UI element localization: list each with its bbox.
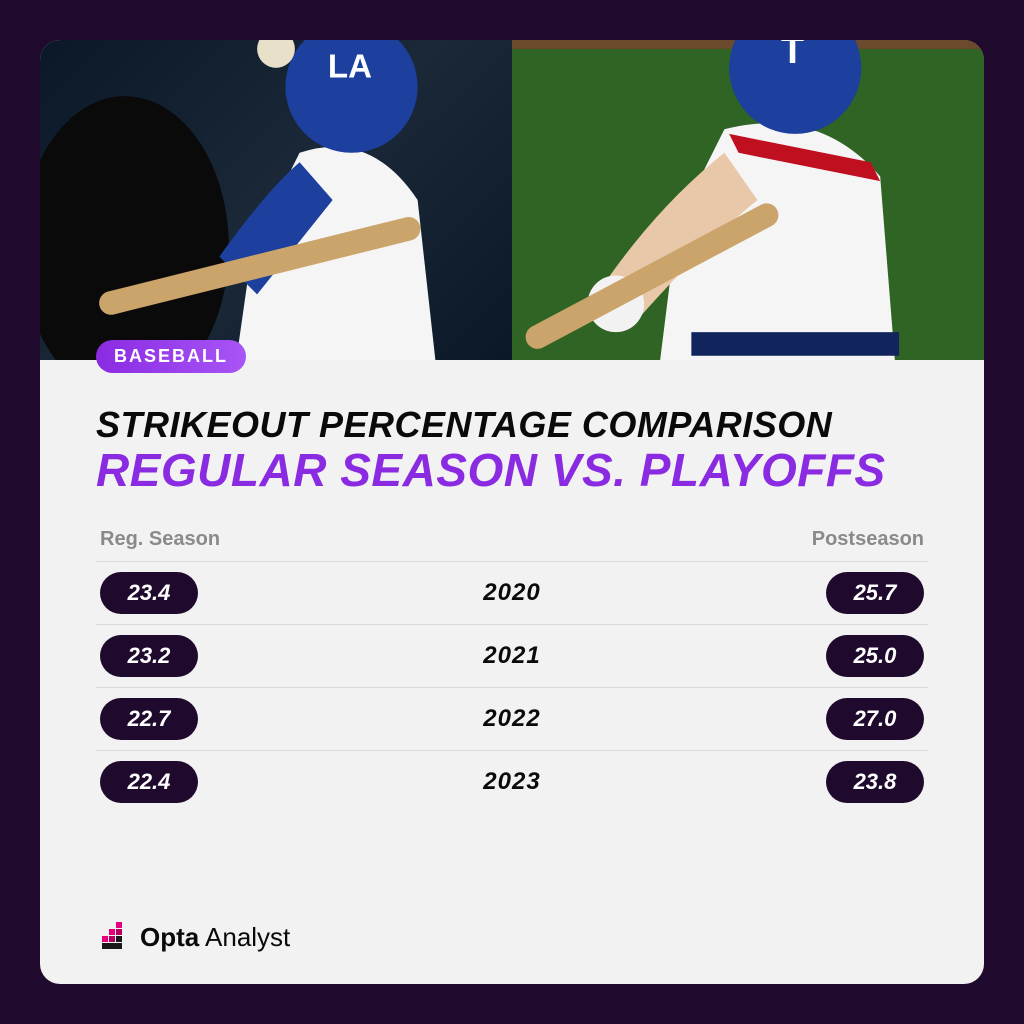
opta-logo-icon [96,920,130,954]
postseason-pill: 27.0 [826,698,924,740]
reg-season-pill: 23.4 [100,572,198,614]
logo-text-light: Analyst [199,922,290,952]
reg-season-pill: 22.7 [100,698,198,740]
year-label: 2020 [483,579,540,607]
category-badge: BASEBALL [96,340,246,373]
year-label: 2023 [483,768,540,796]
player-left-illustration: LA [40,40,512,360]
opta-logo-text: Opta Analyst [140,922,290,953]
logo-text-bold: Opta [140,922,199,952]
year-label: 2022 [483,705,540,733]
svg-text:T: T [781,40,804,71]
postseason-pill: 23.8 [826,761,924,803]
table-header: Reg. Season Postseason [96,528,928,561]
title-line-1: STRIKEOUT PERCENTAGE COMPARISON [96,406,928,444]
svg-text:LA: LA [328,47,372,84]
reg-season-pill: 22.4 [100,761,198,803]
header-left: Reg. Season [100,528,220,551]
branding-footer: Opta Analyst [96,890,928,954]
table-row: 23.2 2021 25.0 [96,624,928,687]
photo-left-player: LA [40,40,512,360]
header-right: Postseason [812,528,924,551]
photo-right-player: T [512,40,984,360]
postseason-pill: 25.7 [826,572,924,614]
infographic-card: LA [40,40,984,984]
table-row: 22.4 2023 23.8 [96,750,928,813]
content-area: STRIKEOUT PERCENTAGE COMPARISON REGULAR … [40,360,984,984]
postseason-pill: 25.0 [826,635,924,677]
photo-row: LA [40,40,984,360]
year-label: 2021 [483,642,540,670]
table-row: 23.4 2020 25.7 [96,561,928,624]
table-row: 22.7 2022 27.0 [96,687,928,750]
player-right-illustration: T [512,40,984,360]
reg-season-pill: 23.2 [100,635,198,677]
comparison-table: Reg. Season Postseason 23.4 2020 25.7 23… [96,528,928,813]
title-line-2: REGULAR SEASON VS. PLAYOFFS [96,446,928,494]
